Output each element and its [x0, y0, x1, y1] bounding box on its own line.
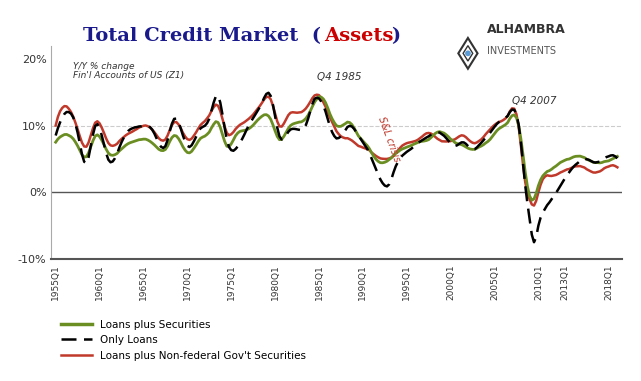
Text: Q4 2007: Q4 2007 — [512, 96, 556, 106]
Text: S&L crisis: S&L crisis — [376, 116, 402, 164]
Text: ALHAMBRA: ALHAMBRA — [487, 23, 566, 36]
Text: INVESTMENTS: INVESTMENTS — [487, 46, 556, 56]
Circle shape — [465, 50, 470, 56]
Text: Fin'l Accounts of US (Z1): Fin'l Accounts of US (Z1) — [73, 71, 185, 80]
Text: ): ) — [391, 27, 400, 45]
Text: Y/Y % change: Y/Y % change — [73, 62, 135, 71]
Legend: Loans plus Securities, Only Loans, Loans plus Non-federal Gov't Securities: Loans plus Securities, Only Loans, Loans… — [56, 315, 310, 365]
Text: Total Credit Market  (: Total Credit Market ( — [83, 27, 321, 45]
Text: Assets: Assets — [324, 27, 393, 45]
Text: Q4 1985: Q4 1985 — [317, 72, 362, 82]
